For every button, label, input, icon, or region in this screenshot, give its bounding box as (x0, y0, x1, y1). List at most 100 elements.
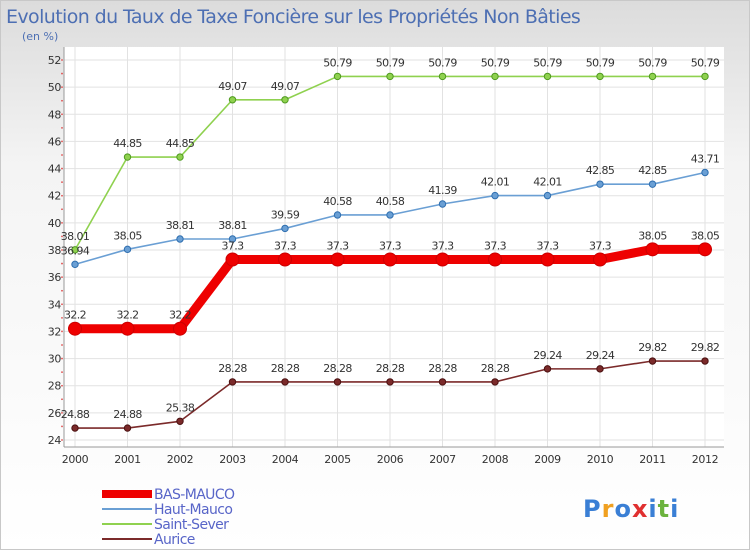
y-minor-tick (61, 316, 63, 319)
data-point-haut-mauco (71, 260, 79, 269)
y-tick-label: 50 (48, 81, 62, 94)
data-point-haut-mauco (701, 168, 709, 177)
data-point-bas-mauco (698, 242, 712, 257)
data-label-haut-mauco: 38.81 (218, 219, 247, 232)
data-point-bas-mauco (593, 252, 607, 267)
y-tick-label: 34 (48, 298, 62, 311)
y-minor-tick (61, 235, 63, 238)
data-label-saint-sever: 50.79 (586, 56, 615, 69)
data-point-haut-mauco (386, 211, 394, 219)
y-minor-tick (61, 262, 63, 265)
legend-label-bas-mauco: BAS-MAUCO (154, 487, 235, 503)
plot-background (64, 47, 724, 447)
chart-subtitle: (en %) (22, 30, 58, 43)
chart-title: Evolution du Taux de Taxe Foncière sur l… (6, 6, 580, 28)
data-point-aurice (543, 365, 552, 373)
data-label-bas-mauco: 37.3 (484, 240, 507, 253)
data-label-saint-sever: 44.85 (166, 137, 195, 150)
data-point-bas-mauco (225, 252, 240, 267)
y-minor-tick (61, 126, 63, 129)
data-point-bas-mauco (173, 321, 187, 336)
legend-label-aurice: Aurice (154, 532, 195, 548)
data-point-saint-sever (701, 72, 709, 81)
y-minor-tick (61, 425, 63, 428)
data-label-aurice: 29.24 (533, 349, 562, 362)
data-label-saint-sever: 49.07 (271, 80, 300, 93)
data-point-aurice (701, 357, 709, 365)
data-point-haut-mauco (281, 224, 289, 233)
x-tick-label: 2004 (272, 453, 299, 466)
y-minor-tick (61, 357, 63, 360)
y-tick-label: 24 (48, 434, 62, 447)
data-point-saint-sever (596, 72, 604, 81)
x-tick-label: 2008 (482, 453, 509, 466)
data-point-aurice (648, 357, 657, 365)
data-point-saint-sever (228, 96, 237, 104)
y-minor-tick (61, 439, 63, 441)
data-point-aurice (596, 365, 604, 373)
y-minor-tick (61, 181, 63, 184)
data-label-saint-sever: 50.79 (481, 56, 510, 69)
data-point-saint-sever (333, 72, 342, 81)
y-minor-tick (61, 99, 63, 102)
data-point-saint-sever (648, 72, 657, 81)
data-label-saint-sever: 49.07 (218, 80, 247, 93)
data-point-saint-sever (71, 246, 79, 254)
data-label-bas-mauco: 37.3 (431, 240, 454, 253)
data-label-bas-mauco: 32.2 (169, 309, 191, 322)
data-point-haut-mauco (491, 191, 499, 200)
data-label-haut-mauco: 39.59 (271, 208, 300, 221)
data-point-aurice (281, 378, 289, 386)
data-label-aurice: 28.28 (218, 362, 247, 375)
data-point-bas-mauco (488, 252, 502, 267)
y-tick-label: 28 (48, 380, 62, 393)
x-tick-label: 2002 (167, 453, 193, 466)
data-label-saint-sever: 50.79 (638, 56, 667, 69)
data-point-haut-mauco (176, 235, 184, 243)
y-minor-tick (61, 72, 63, 75)
data-point-aurice (386, 378, 394, 386)
y-minor-tick (61, 59, 63, 61)
x-tick-label: 2009 (534, 453, 561, 466)
data-label-haut-mauco: 40.58 (323, 195, 352, 208)
y-minor-tick (61, 303, 63, 306)
proxiti-logo-letter: i (648, 495, 657, 523)
data-label-haut-mauco: 40.58 (376, 195, 405, 208)
data-point-saint-sever (491, 72, 499, 81)
proxiti-logo-letter: o (614, 495, 632, 523)
data-point-haut-mauco (123, 245, 132, 254)
y-minor-tick (61, 140, 63, 143)
y-tick-label: 38 (48, 244, 62, 257)
data-label-aurice: 29.24 (586, 349, 615, 362)
data-label-aurice: 29.82 (691, 341, 720, 354)
y-tick-label: 44 (48, 163, 62, 176)
data-label-saint-sever: 50.79 (691, 56, 720, 69)
data-label-aurice: 28.28 (271, 362, 300, 375)
proxiti-logo-letter: x (632, 495, 648, 523)
data-label-haut-mauco: 41.39 (428, 184, 457, 197)
data-label-haut-mauco: 36.94 (61, 244, 90, 257)
data-label-saint-sever: 38.01 (61, 230, 90, 243)
y-minor-tick (61, 249, 63, 251)
y-tick-label: 40 (48, 217, 62, 230)
data-label-saint-sever: 50.79 (428, 56, 457, 69)
y-minor-tick (61, 113, 63, 116)
data-point-saint-sever (123, 153, 132, 161)
proxiti-logo-letter: r (602, 495, 615, 523)
data-label-aurice: 25.38 (166, 401, 195, 414)
proxiti-logo-letter: i (670, 495, 679, 523)
data-point-aurice (491, 378, 499, 386)
data-label-haut-mauco: 42.85 (638, 164, 667, 177)
y-tick-label: 48 (48, 108, 62, 121)
data-point-haut-mauco (648, 180, 657, 188)
data-point-bas-mauco (278, 252, 292, 267)
y-minor-tick (61, 221, 63, 224)
data-label-bas-mauco: 37.3 (379, 240, 402, 253)
data-label-bas-mauco: 37.3 (221, 240, 244, 253)
data-label-saint-sever: 44.85 (113, 137, 142, 150)
data-point-bas-mauco (383, 252, 397, 267)
y-minor-tick (61, 167, 63, 170)
data-label-bas-mauco: 37.3 (326, 240, 349, 253)
y-tick-label: 30 (48, 353, 62, 366)
